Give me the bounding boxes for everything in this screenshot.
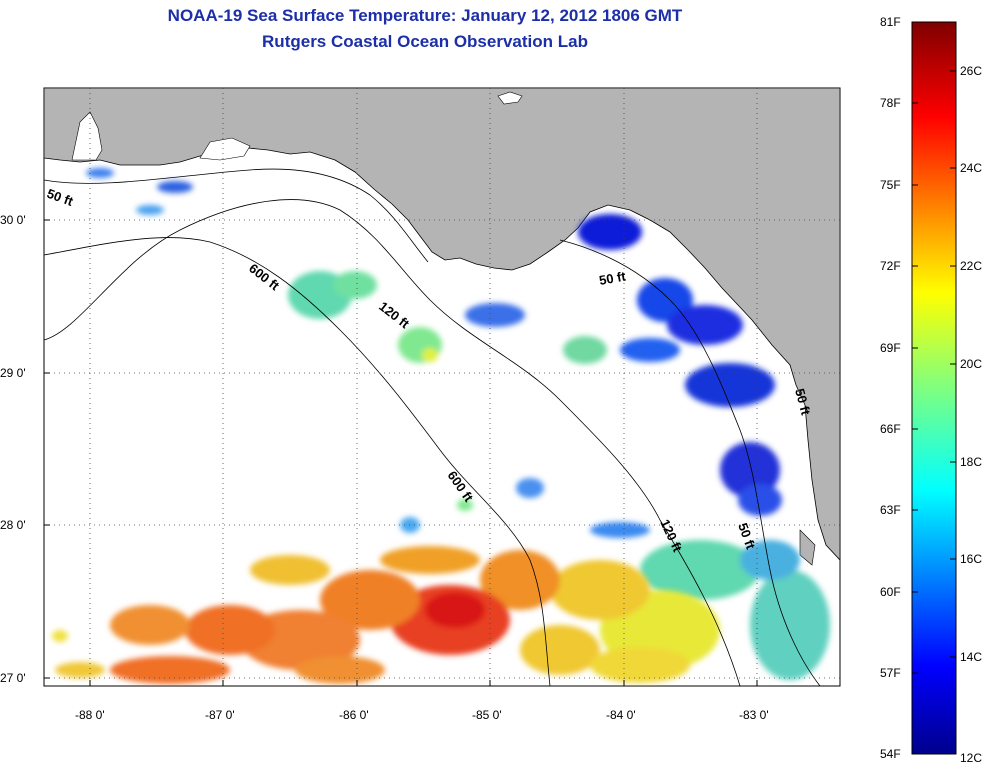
colorbar-f-label: 60F [880,585,901,599]
lat-label: 30 0' [0,213,26,227]
colorbar-ticks [912,70,956,674]
contour-600ft [44,237,551,686]
map-title: NOAA-19 Sea Surface Temperature: January… [167,6,683,25]
colorbar-c-label: 22C [960,259,982,273]
sst-mid-patches [288,271,830,680]
colorbar-f-label: 54F [880,747,901,761]
colorbar-f-label: 63F [880,503,901,517]
colorbar-c-label: 26C [960,64,982,78]
colorbar-f-label: 75F [880,178,901,192]
lon-label: -83 0' [739,708,769,722]
map-subtitle: Rutgers Coastal Ocean Observation Lab [262,32,588,51]
colorbar-f-label: 66F [880,422,901,436]
colorbar [911,21,957,755]
contour-120ft [44,199,741,686]
inland-lake [497,91,523,105]
sst-warm-patches [52,546,720,684]
lon-label: -86 0' [339,708,369,722]
lon-label: -87 0' [205,708,235,722]
colorbar-f-label: 57F [880,666,901,680]
colorbar-c-label: 18C [960,455,982,469]
lat-label: 29 0' [0,366,26,380]
contour-label: 50 ft [598,268,628,288]
lon-label: -88 0' [75,708,105,722]
lon-label: -84 0' [606,708,636,722]
colorbar-f-label: 69F [880,341,901,355]
colorbar-f-label: 72F [880,259,901,273]
colorbar-c-label: 24C [960,161,982,175]
lat-label: 28 0' [0,518,26,532]
colorbar-c-label: 16C [960,552,982,566]
tampa-bay-land [799,529,816,566]
colorbar-f-label: 81F [880,15,901,29]
lon-label: -85 0' [472,708,502,722]
colorbar-c-label: 20C [960,357,982,371]
contour-label: 50 ft [792,387,814,417]
contour-50ft-west [44,168,429,263]
pensacola-bay [199,137,251,161]
sst-cold-patches [86,168,782,538]
land-mass [44,88,840,561]
lat-label: 27 0' [0,671,26,685]
tick-marks [44,219,758,686]
contour-50ft-east [559,239,821,686]
colorbar-c-label: 12C [960,751,982,765]
mobile-bay [71,111,103,161]
colorbar-c-label: 14C [960,650,982,664]
colorbar-f-label: 78F [880,96,901,110]
